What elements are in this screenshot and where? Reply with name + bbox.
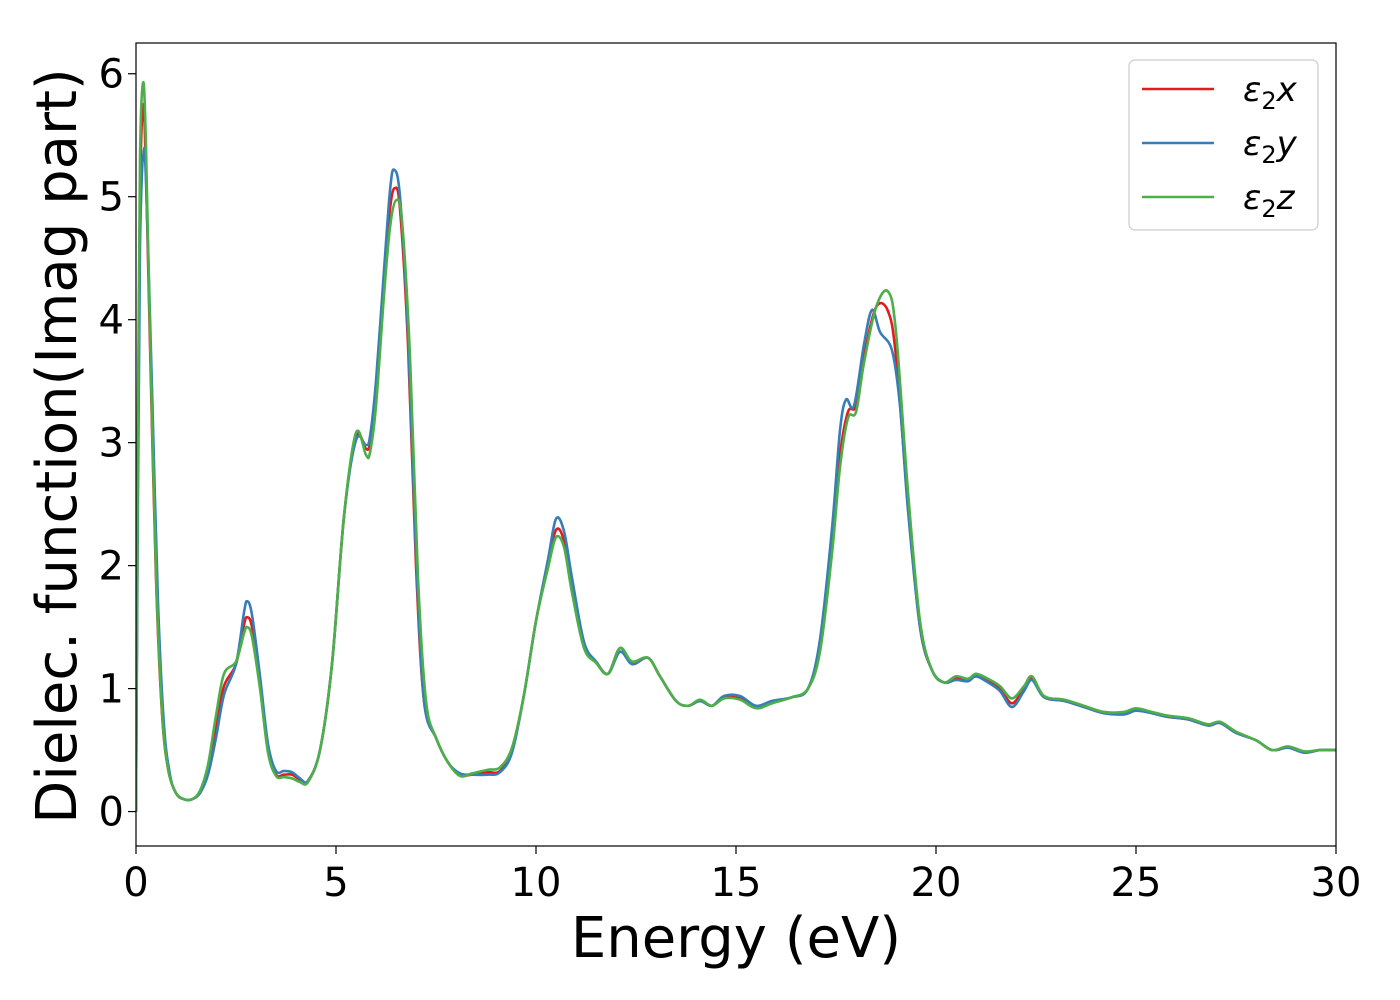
y-tick-label: 5 [99, 175, 124, 221]
y-tick-label: 0 [99, 790, 124, 836]
y-tick-label: 3 [99, 421, 124, 467]
series-line-y [136, 146, 1336, 812]
legend-label-y: ε2y [1243, 124, 1298, 169]
y-axis: 0 1 2 3 4 5 6 [99, 52, 136, 836]
series-line-x [136, 103, 1336, 812]
legend: ε2x ε2y ε2z [1128, 59, 1319, 231]
x-tick-label: 20 [911, 860, 962, 906]
y-tick-label: 2 [99, 544, 124, 590]
x-tick-label: 25 [1111, 860, 1162, 906]
x-tick-label: 10 [511, 860, 562, 906]
x-tick-label: 15 [711, 860, 762, 906]
legend-label-x: ε2x [1243, 70, 1298, 115]
y-axis-title: Dielec. function(Imag part) [25, 68, 90, 824]
x-tick-label: 5 [323, 860, 348, 906]
y-tick-label: 6 [99, 52, 124, 98]
legend-label-z: ε2z [1243, 178, 1296, 223]
x-axis: 0 5 10 15 20 25 30 [123, 846, 1361, 906]
legend-box [1128, 59, 1319, 231]
x-axis-title: Energy (eV) [571, 906, 901, 971]
x-tick-label: 30 [1311, 860, 1362, 906]
y-tick-label: 1 [99, 667, 124, 713]
series-line-z [136, 81, 1336, 812]
x-tick-label: 0 [123, 860, 148, 906]
y-tick-label: 4 [99, 298, 124, 344]
series-layer [136, 81, 1336, 812]
